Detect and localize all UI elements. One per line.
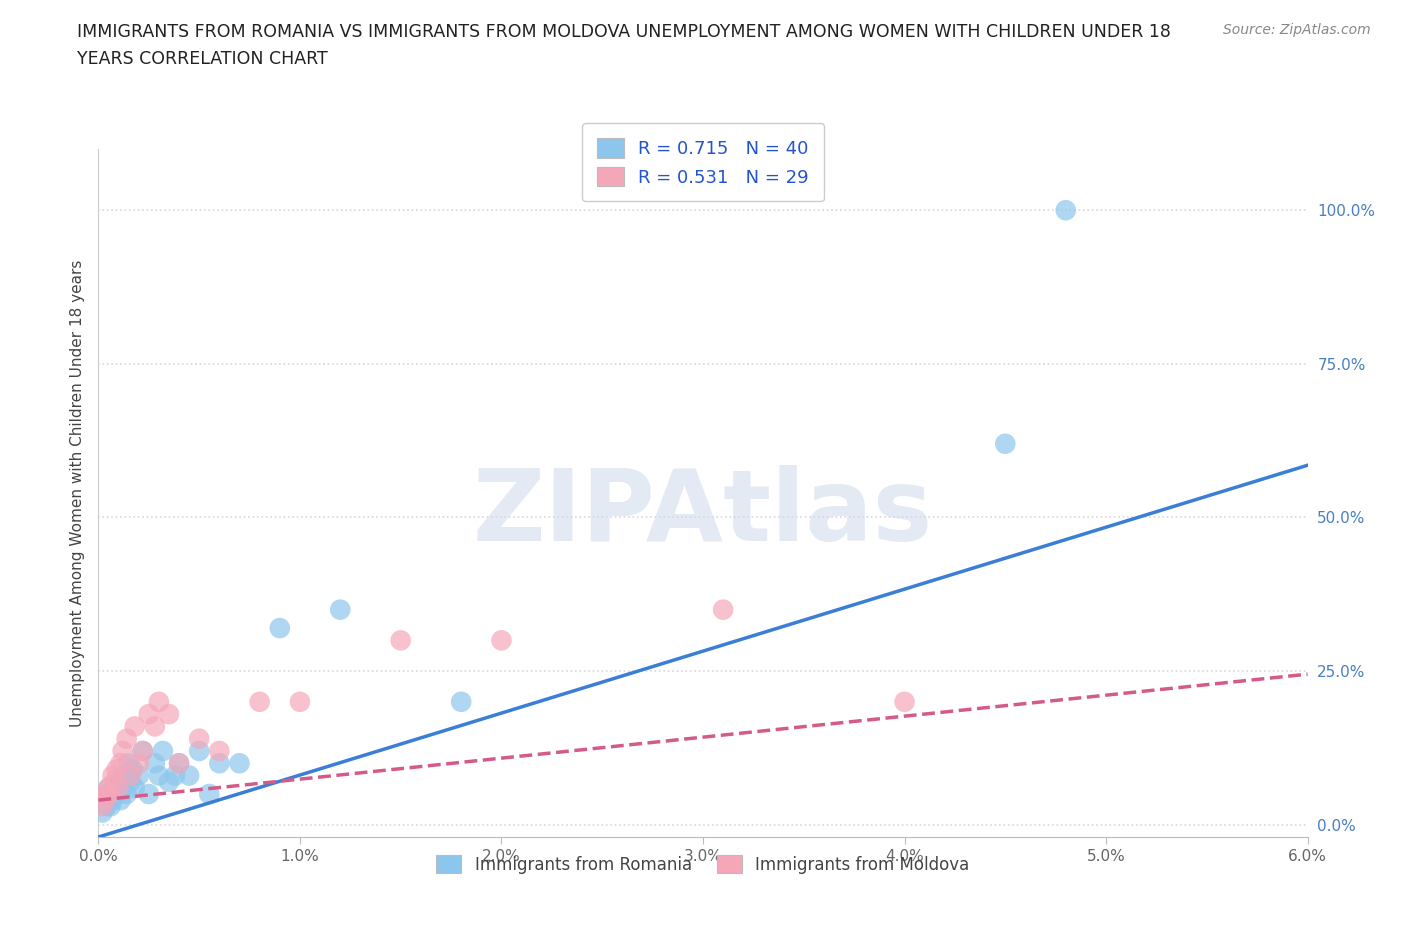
Point — [188, 731, 211, 746]
Point — [91, 799, 114, 814]
Point — [91, 805, 114, 820]
Point — [97, 780, 120, 795]
Point — [124, 719, 146, 734]
Point — [163, 768, 186, 783]
Point — [111, 780, 134, 795]
Point — [93, 792, 115, 807]
Point — [179, 768, 201, 783]
Point — [97, 780, 120, 795]
Text: Source: ZipAtlas.com: Source: ZipAtlas.com — [1223, 23, 1371, 37]
Point — [450, 695, 472, 710]
Y-axis label: Unemployment Among Women with Children Under 18 years: Unemployment Among Women with Children U… — [69, 259, 84, 726]
Point — [198, 787, 221, 802]
Point — [100, 799, 122, 814]
Point — [128, 768, 150, 783]
Point — [111, 744, 134, 759]
Point — [167, 756, 190, 771]
Point — [138, 787, 160, 802]
Point — [208, 744, 231, 759]
Point — [96, 787, 118, 802]
Point — [110, 756, 132, 771]
Point — [96, 787, 118, 802]
Point — [1054, 203, 1077, 218]
Point — [269, 620, 291, 635]
Point — [107, 780, 129, 795]
Point — [115, 787, 138, 802]
Point — [101, 792, 124, 807]
Point — [148, 695, 170, 710]
Point — [107, 775, 129, 790]
Point — [389, 633, 412, 648]
Point — [167, 756, 190, 771]
Point — [228, 756, 250, 771]
Point — [249, 695, 271, 710]
Point — [93, 792, 115, 807]
Point — [132, 744, 155, 759]
Point — [107, 780, 129, 795]
Point — [115, 731, 138, 746]
Point — [157, 707, 180, 722]
Point — [120, 768, 142, 783]
Point — [103, 775, 125, 790]
Point — [100, 787, 122, 802]
Point — [128, 756, 150, 771]
Point — [288, 695, 311, 710]
Point — [157, 775, 180, 790]
Point — [101, 768, 124, 783]
Text: ZIPAtlas: ZIPAtlas — [472, 465, 934, 562]
Point — [148, 768, 170, 783]
Point — [132, 744, 155, 759]
Text: IMMIGRANTS FROM ROMANIA VS IMMIGRANTS FROM MOLDOVA UNEMPLOYMENT AMONG WOMEN WITH: IMMIGRANTS FROM ROMANIA VS IMMIGRANTS FR… — [77, 23, 1171, 68]
Point — [110, 792, 132, 807]
Point — [711, 603, 734, 618]
Point — [105, 787, 128, 802]
Point — [138, 707, 160, 722]
Point — [121, 762, 143, 777]
Point — [994, 436, 1017, 451]
Point — [124, 780, 146, 795]
Point — [143, 719, 166, 734]
Point — [103, 780, 125, 795]
Point — [143, 756, 166, 771]
Point — [118, 756, 141, 771]
Point — [114, 768, 136, 783]
Point — [120, 775, 142, 790]
Point — [97, 792, 120, 807]
Point — [152, 744, 174, 759]
Point — [100, 787, 122, 802]
Legend: Immigrants from Romania, Immigrants from Moldova: Immigrants from Romania, Immigrants from… — [430, 848, 976, 881]
Point — [893, 695, 915, 710]
Point — [208, 756, 231, 771]
Point — [105, 762, 128, 777]
Point — [188, 744, 211, 759]
Point — [329, 603, 352, 618]
Point — [96, 799, 118, 814]
Point — [491, 633, 513, 648]
